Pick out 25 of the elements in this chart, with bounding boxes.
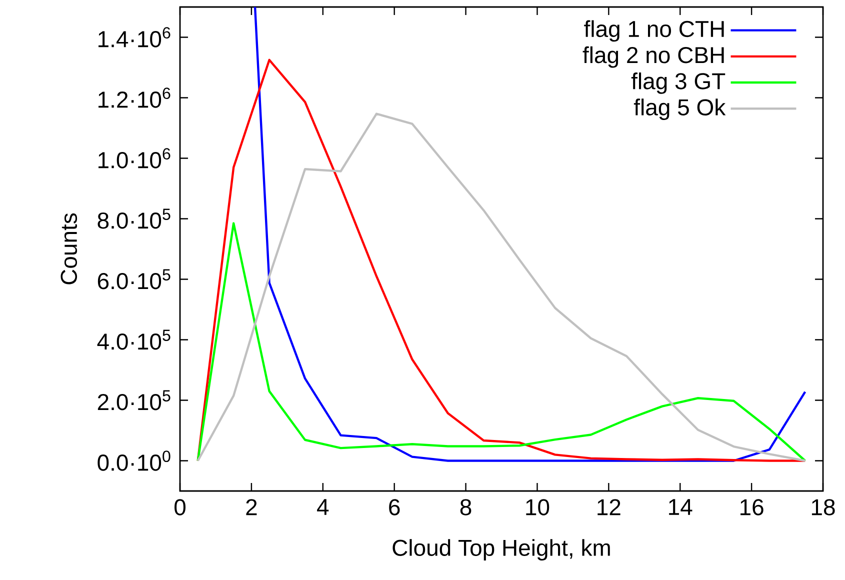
x-tick-label: 0 [174, 499, 186, 516]
legend-label: flag 1 no CTH [584, 20, 724, 42]
y-tick-label: 2.0·10$^{5}$ [98, 390, 170, 410]
legend-label: flag 5 Ok [634, 98, 726, 120]
y-tick-label: 6.0·10$^{5}$ [98, 269, 170, 290]
y-tick-label: 0.0·10$^{0}$ [98, 450, 170, 471]
y-tick-label: 1.2·10$^{6}$ [98, 88, 170, 108]
line-series [196, 222, 806, 462]
y-tick-label: 8.0·10$^{5}$ [98, 208, 170, 229]
x-tick-label: 8 [460, 499, 472, 516]
x-tick-label: 14 [669, 499, 692, 515]
x-tick-label: 2 [246, 499, 257, 516]
legend-label: flag 2 no CBH [582, 46, 724, 68]
y-tick-label: 1.4·10$^{6}$ [98, 27, 170, 48]
x-tick-label: 10 [526, 499, 550, 516]
x-tick-label: 18 [812, 499, 835, 516]
legend-label: flag 3 GT [631, 72, 726, 94]
y-tick-label: 1.0·10$^{6}$ [98, 148, 170, 168]
x-tick-label: 16 [740, 499, 764, 516]
x-tick-label: 12 [598, 499, 620, 516]
x-axis-title: Cloud Top Height, km [392, 539, 610, 561]
x-tick-label: 4 [317, 499, 329, 515]
y-tick-label: 4.0·10$^{5}$ [97, 330, 170, 350]
y-axis-title: Counts [60, 213, 78, 284]
x-tick-label: 6 [389, 499, 400, 516]
